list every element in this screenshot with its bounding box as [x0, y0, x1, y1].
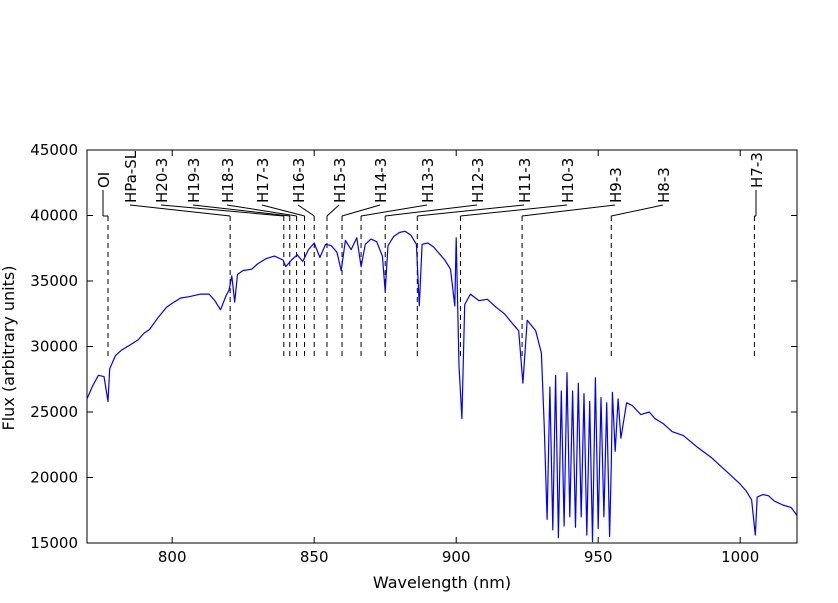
x-tick-label: 850	[300, 548, 329, 566]
line-marker-leader	[385, 204, 478, 217]
series-layer	[86, 230, 798, 543]
line-marker-label: H12-3	[469, 158, 487, 203]
line-marker-leader	[611, 204, 664, 217]
y-axis-label: Flux (arbitrary units)	[0, 266, 18, 431]
x-tick-label: 800	[158, 548, 187, 566]
line-annotations: OI HPa-SL H20-3 H19-3 H18-3 H17-3 H16-3 H15-3 H1…	[95, 150, 766, 358]
line-marker-label: H8-3	[655, 167, 673, 203]
spectrum-line	[86, 230, 798, 543]
x-tick-label: 950	[584, 548, 613, 566]
y-tick-label: 45000	[30, 141, 78, 159]
y-tick-label: 15000	[30, 534, 78, 552]
x-axis-ticks: 800 850 900 950 1000	[158, 150, 759, 566]
x-tick-label: 1000	[721, 548, 759, 566]
line-marker-leader	[261, 204, 305, 217]
x-axis-label: Wavelength (nm)	[373, 573, 511, 592]
line-marker-leader	[360, 204, 428, 217]
line-marker-leader	[460, 204, 568, 217]
line-marker-leader	[341, 204, 381, 217]
line-marker-label: H15-3	[331, 158, 349, 203]
line-marker-leader	[192, 204, 290, 217]
line-marker-label: H17-3	[254, 158, 272, 203]
line-marker-leader	[326, 204, 340, 217]
y-tick-label: 30000	[30, 338, 78, 356]
line-marker-leader	[160, 204, 284, 217]
line-marker-label: H14-3	[372, 158, 390, 203]
line-marker-leader	[129, 204, 231, 217]
line-marker-leader	[417, 204, 525, 217]
y-tick-label: 35000	[30, 272, 78, 290]
line-marker-label: H19-3	[185, 158, 203, 203]
line-marker-label: H16-3	[290, 158, 308, 203]
line-marker-label: H18-3	[219, 158, 237, 203]
y-tick-label: 25000	[30, 403, 78, 421]
line-marker-label: H10-3	[559, 158, 577, 203]
line-marker-label: H11-3	[516, 158, 534, 203]
line-marker-leader	[297, 204, 315, 217]
y-tick-label: 20000	[30, 469, 78, 487]
line-marker-leader	[522, 204, 616, 217]
y-axis-ticks: 15000 20000 25000 30000 35000 40000 45000	[30, 141, 797, 552]
line-marker-label: H13-3	[419, 158, 437, 203]
line-marker-label: HPa-SL	[122, 150, 140, 203]
line-marker-label: H9-3	[607, 167, 625, 203]
line-marker-leader	[226, 204, 297, 217]
line-marker-label: OI	[95, 172, 113, 188]
x-tick-label: 900	[442, 548, 471, 566]
line-marker-label: H20-3	[153, 158, 171, 203]
line-marker-label: H7-3	[748, 152, 766, 188]
y-tick-label: 40000	[30, 207, 78, 225]
